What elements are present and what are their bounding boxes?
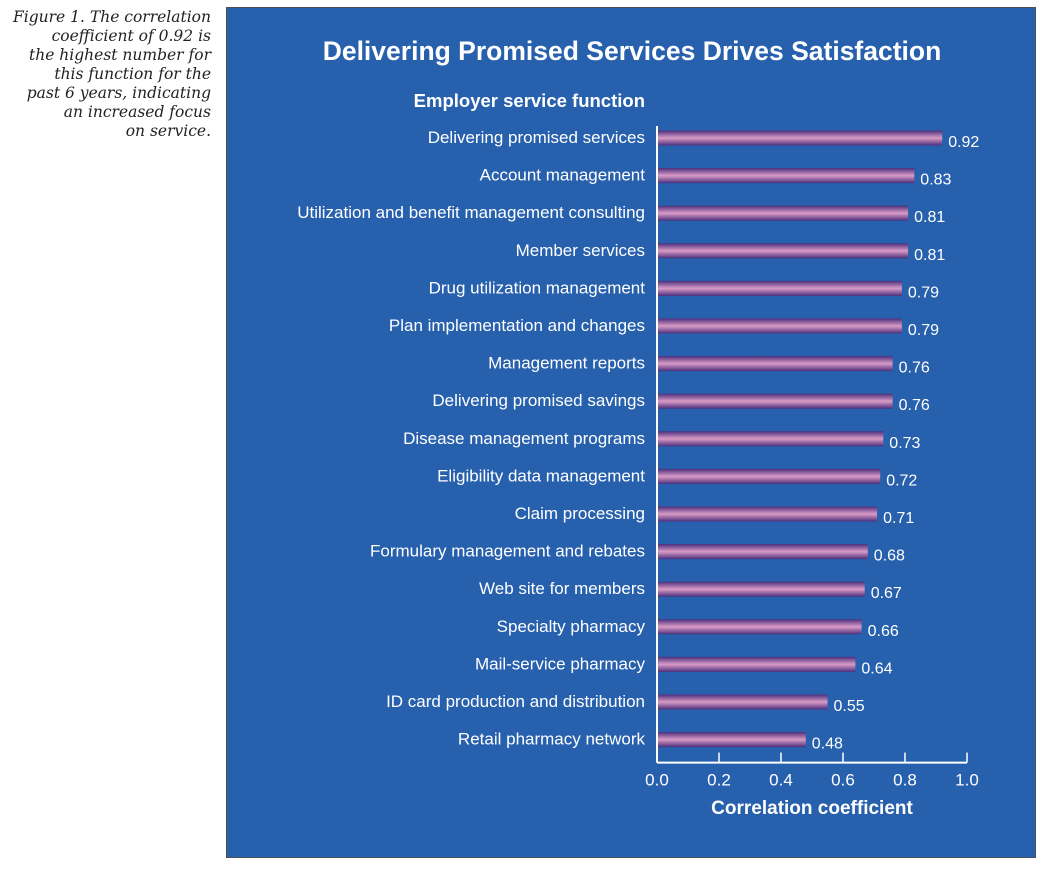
x-tick-label: 0.8 <box>893 771 917 790</box>
bar <box>657 205 909 221</box>
category-label: Plan implementation and changes <box>389 316 645 335</box>
x-tick-label: 0.2 <box>707 771 731 790</box>
value-label: 0.73 <box>889 435 920 452</box>
caption-line: the highest number for <box>28 46 211 64</box>
category-label: ID card production and distribution <box>386 692 645 711</box>
chart-panel: Delivering Promised Services Drives Sati… <box>226 7 1036 858</box>
category-label: Mail-service pharmacy <box>475 654 646 673</box>
bar <box>657 280 902 296</box>
bars-group: Delivering promised services 0.92 Account … <box>297 128 979 753</box>
category-label: Management reports <box>488 354 645 373</box>
caption-line: an increased focus <box>63 103 211 121</box>
bar <box>657 431 884 447</box>
value-label: 0.81 <box>914 209 945 226</box>
bar <box>657 168 915 184</box>
value-label: 0.68 <box>874 548 905 565</box>
caption-line: coefficient of 0.92 is <box>51 27 211 45</box>
x-tick-label: 0.6 <box>831 771 855 790</box>
x-tick-label: 0.0 <box>645 771 669 790</box>
category-label: Delivering promised savings <box>432 391 645 410</box>
x-tick-label: 0.4 <box>769 771 793 790</box>
bar <box>657 694 828 710</box>
bar-chart: Delivering Promised Services Drives Sati… <box>297 36 979 819</box>
caption-line: this function for the <box>54 65 211 83</box>
value-label: 0.76 <box>899 360 930 377</box>
caption-line: Figure 1. The correlation <box>13 8 211 26</box>
category-label: Disease management programs <box>403 429 645 448</box>
bar <box>657 393 893 409</box>
bar <box>657 581 865 597</box>
value-label: 0.81 <box>914 247 945 264</box>
category-label: Drug utilization management <box>429 278 646 297</box>
value-label: 0.55 <box>834 698 865 715</box>
bar <box>657 656 856 672</box>
value-label: 0.64 <box>861 660 892 677</box>
bar <box>657 544 868 560</box>
value-label: 0.83 <box>920 172 951 189</box>
bar <box>657 468 881 484</box>
category-label: Utilization and benefit management consu… <box>297 203 645 222</box>
caption-line: on service. <box>125 122 211 140</box>
value-label: 0.76 <box>899 397 930 414</box>
bar <box>657 732 806 748</box>
figure-caption: Figure 1. The correlation coefficient of… <box>0 8 211 141</box>
category-label: Claim processing <box>515 504 645 523</box>
category-label: Web site for members <box>479 579 645 598</box>
chart-title: Delivering Promised Services Drives Sati… <box>323 36 942 66</box>
bar <box>657 243 909 259</box>
category-label: Specialty pharmacy <box>497 617 646 636</box>
category-label: Account management <box>480 166 646 185</box>
category-label: Retail pharmacy network <box>458 730 646 749</box>
bar <box>657 506 878 522</box>
bar <box>657 318 902 334</box>
bar <box>657 356 893 372</box>
caption-line: past 6 years, indicating <box>26 84 211 102</box>
bar <box>657 130 943 146</box>
category-axis-title: Employer service function <box>414 90 645 111</box>
category-label: Formulary management and rebates <box>370 542 645 561</box>
category-label: Member services <box>516 241 645 260</box>
value-label: 0.92 <box>948 134 979 151</box>
value-label: 0.48 <box>812 736 843 753</box>
x-axis-label: Correlation coefficient <box>711 798 913 819</box>
value-label: 0.66 <box>868 623 899 640</box>
x-tick-label: 1.0 <box>955 771 979 790</box>
value-label: 0.72 <box>886 472 917 489</box>
bar <box>657 619 862 635</box>
x-axis: 0.0 0.2 0.4 0.6 0.8 1.0 <box>645 126 979 790</box>
value-label: 0.67 <box>871 585 902 602</box>
value-label: 0.79 <box>908 322 939 339</box>
category-label: Eligibility data management <box>437 466 645 485</box>
value-label: 0.71 <box>883 510 914 527</box>
category-label: Delivering promised services <box>428 128 645 147</box>
value-label: 0.79 <box>908 284 939 301</box>
